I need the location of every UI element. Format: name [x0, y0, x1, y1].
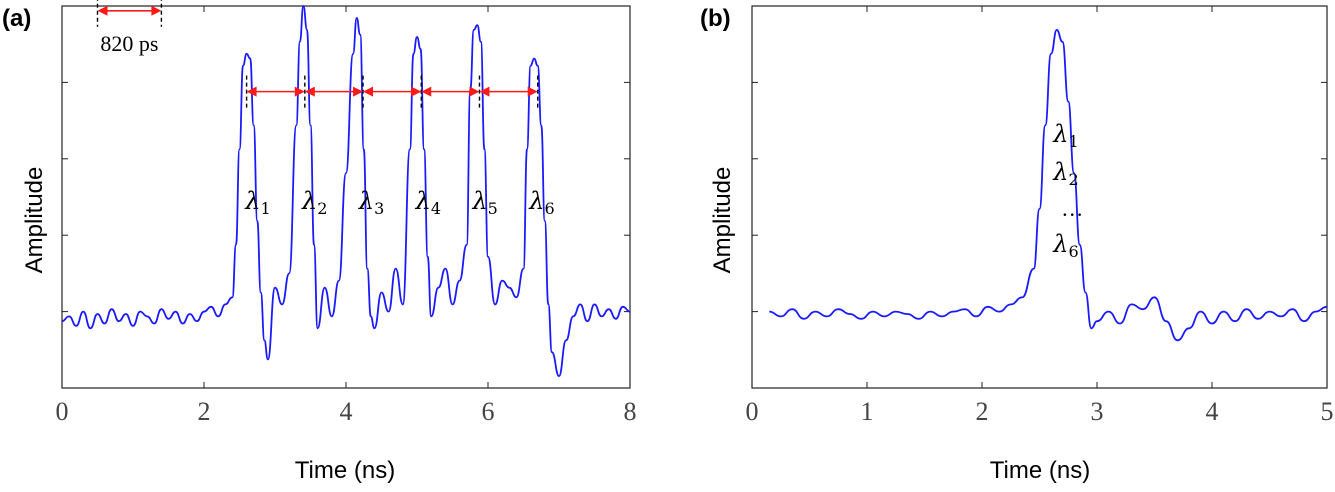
wavelength-label-4: λ4: [415, 187, 441, 218]
plot-frame: [61, 5, 631, 389]
x-tick-label: 2: [198, 397, 211, 426]
trace-b: [769, 29, 1328, 342]
spacing-label: 820 ps: [100, 31, 158, 56]
wavelength-label-1: λ1: [244, 187, 270, 218]
spacing-arrow: [246, 86, 305, 97]
panel-label-b: (b): [700, 5, 731, 32]
x-tick-label: 0: [746, 397, 759, 426]
x-tick-label: 1: [861, 397, 874, 426]
axes-a: 0 2 4 6 8: [56, 5, 637, 426]
wavelength-label-2: λ2: [301, 187, 327, 218]
y-axis-label-b: Amplitude: [709, 167, 736, 274]
wavelength-label-6: λ6: [1052, 230, 1078, 261]
x-axis-label-b: Time (ns): [990, 457, 1090, 484]
x-tick-label: 2: [976, 397, 989, 426]
chart-panel-b: (b) Amplitude Time (ns) 0 1 2 3 4 5 λ1 λ2 … λ6: [700, 5, 1334, 484]
chart-panel-a: (a) Amplitude Time (ns) 0 2 4 6 8 820 ps λ1 λ2…: [2, 0, 637, 484]
x-tick-label: 3: [1091, 397, 1104, 426]
x-tick-label: 4: [1206, 397, 1219, 426]
wavelength-label-2: λ2: [1052, 158, 1078, 189]
x-tick-label: 0: [56, 397, 69, 426]
wavelength-label-3: λ3: [358, 187, 384, 218]
y-axis-label-a: Amplitude: [21, 167, 48, 274]
x-tick-label: 5: [1321, 397, 1334, 426]
axes-b: 0 1 2 3 4 5: [746, 5, 1334, 426]
spacing-arrow: [304, 86, 364, 97]
series-line: [61, 5, 631, 377]
wavelength-label-5: λ5: [471, 187, 497, 218]
spacing-legend-arrow: [97, 5, 162, 16]
x-tick-label: 4: [340, 397, 353, 426]
x-axis-label-a: Time (ns): [295, 457, 395, 484]
spacing-arrow: [479, 86, 538, 97]
wavelength-label-6: λ6: [528, 187, 554, 218]
spacing-arrow: [421, 86, 480, 97]
ellipsis-label: …: [1061, 196, 1083, 221]
trace-a: [61, 5, 631, 377]
x-tick-label: 6: [482, 397, 495, 426]
series-line: [769, 29, 1328, 342]
panel-label-a: (a): [2, 5, 31, 32]
wavelength-label-1: λ1: [1052, 120, 1078, 151]
spacing-arrow: [363, 86, 422, 97]
x-tick-label: 8: [624, 397, 637, 426]
plot-frame: [751, 5, 1328, 389]
